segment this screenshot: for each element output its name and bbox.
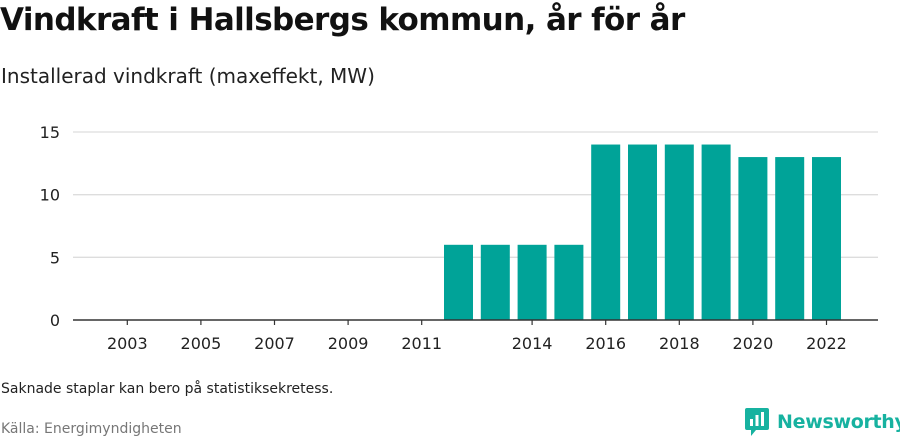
x-tick-label: 2022 xyxy=(806,334,847,353)
x-tick-label: 2003 xyxy=(107,334,148,353)
x-tick-label: 2009 xyxy=(328,334,369,353)
source-text: Källa: Energimyndigheten xyxy=(1,421,182,437)
newsworthy-logo[interactable]: Newsworthy xyxy=(744,407,900,437)
x-axis-ticks: 2003 2005 2007 2009 2011 2014 2016 2018 2020 2022 xyxy=(107,320,847,353)
bar-2017 xyxy=(628,144,657,320)
bar-2016 xyxy=(591,144,621,320)
bar-2013 xyxy=(480,244,510,320)
chart-title: Vindkraft i Hallsbergs kommun, år för år xyxy=(0,2,685,38)
bar-2018 xyxy=(664,144,694,320)
y-tick-label: 15 xyxy=(40,123,60,142)
bars xyxy=(444,144,841,320)
bar-2019 xyxy=(701,144,731,320)
y-axis-ticks: 0 5 10 15 xyxy=(40,123,60,330)
x-tick-label: 2018 xyxy=(659,334,700,353)
bar-2021 xyxy=(775,157,805,320)
x-tick-label: 2007 xyxy=(254,334,295,353)
footnote: Saknade staplar kan bero på statistiksek… xyxy=(1,381,334,397)
bar-2012 xyxy=(444,244,473,320)
x-tick-label: 2014 xyxy=(512,334,553,353)
bar-2014 xyxy=(517,244,547,320)
x-tick-label: 2005 xyxy=(181,334,222,353)
bar-2022 xyxy=(812,157,841,320)
newsworthy-chart-bubble-icon xyxy=(745,408,769,436)
x-tick-label: 2016 xyxy=(585,334,626,353)
bar-2015 xyxy=(554,244,584,320)
chart-subtitle: Installerad vindkraft (maxeffekt, MW) xyxy=(1,64,375,88)
x-tick-label: 2011 xyxy=(401,334,442,353)
y-tick-label: 5 xyxy=(50,248,60,267)
x-tick-label: 2020 xyxy=(733,334,774,353)
brand-name: Newsworthy xyxy=(777,411,900,433)
y-tick-label: 0 xyxy=(50,311,60,330)
bar-2020 xyxy=(738,157,768,320)
y-tick-label: 10 xyxy=(40,186,60,205)
